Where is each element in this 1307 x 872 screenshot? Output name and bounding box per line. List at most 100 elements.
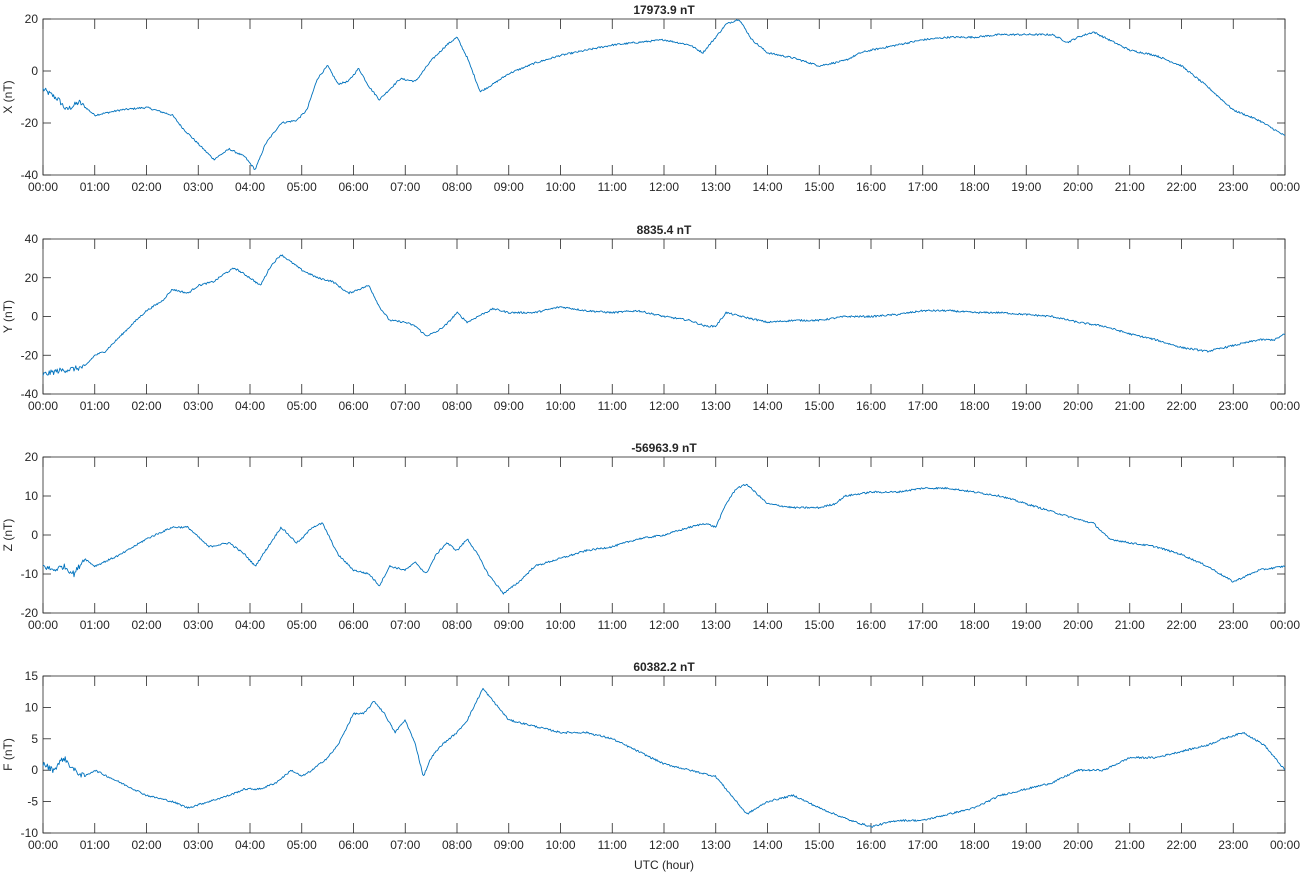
x-tick-label: 08:00	[442, 838, 472, 852]
series-line	[43, 483, 1286, 595]
x-tick-label: 15:00	[804, 180, 834, 194]
x-tick-label: 11:00	[598, 180, 627, 194]
series-line	[42, 19, 1286, 170]
x-tick-label: 19:00	[1011, 838, 1041, 852]
x-tick-label: 16:00	[856, 399, 886, 413]
x-tick-label: 13:00	[701, 180, 731, 194]
x-tick-label: 07:00	[390, 399, 420, 413]
x-tick-label: 18:00	[959, 838, 989, 852]
x-tick-label: 23:00	[1218, 838, 1248, 852]
x-tick-label: 15:00	[804, 838, 834, 852]
y-tick-label: 10	[25, 489, 39, 503]
series-line	[42, 254, 1286, 376]
x-tick-label: 10:00	[545, 838, 575, 852]
panel-title: 60382.2 nT	[633, 660, 695, 674]
panel-1: 17973.9 nT X (nT) 00:00 01:00 02:00 03:00 04:0…	[1, 3, 1300, 194]
x-tick-label: 05:00	[287, 838, 317, 852]
x-tick-label: 07:00	[390, 180, 420, 194]
x-tick-label: 03:00	[183, 180, 213, 194]
x-tick-label: 10:00	[545, 180, 575, 194]
x-tick-label: 20:00	[1063, 618, 1093, 632]
x-tick-label: 17:00	[908, 180, 938, 194]
x-tick-label: 14:00	[752, 618, 782, 632]
x-tick-label: 16:00	[856, 838, 886, 852]
x-tick-label: 08:00	[442, 180, 472, 194]
axes-box	[42, 18, 1286, 176]
x-tick-label: 00:00	[28, 838, 58, 852]
x-tick-label: 09:00	[494, 838, 524, 852]
x-tick-label: 23:00	[1218, 180, 1248, 194]
x-tick-label: 14:00	[752, 838, 782, 852]
y-tick-label: 20	[25, 450, 39, 464]
x-tick-label: 07:00	[390, 618, 420, 632]
x-tick-label: 09:00	[494, 399, 524, 413]
y-tick-label: 20	[25, 271, 39, 285]
x-tick-label: 15:00	[804, 618, 834, 632]
x-tick-label: 06:00	[338, 838, 368, 852]
x-tick-label: 11:00	[598, 399, 627, 413]
x-tick-label: 13:00	[701, 618, 731, 632]
x-tick-label: 16:00	[856, 180, 886, 194]
x-tick-label: 03:00	[183, 618, 213, 632]
x-tick-label: 12:00	[649, 618, 679, 632]
x-tick-label: 01:00	[80, 399, 110, 413]
x-tick-label: 18:00	[959, 399, 989, 413]
x-tick-label: 09:00	[494, 618, 524, 632]
x-tick-label: 02:00	[131, 180, 161, 194]
x-tick-label: 23:00	[1218, 618, 1248, 632]
x-tick-label: 10:00	[545, 618, 575, 632]
x-tick-label: 00:00	[28, 399, 58, 413]
x-tick-label: 21:00	[1115, 618, 1145, 632]
x-tick-label: 13:00	[701, 838, 731, 852]
x-tick-label: 10:00	[545, 399, 575, 413]
y-tick-label: 0	[31, 64, 38, 78]
x-tick-label: 08:00	[442, 618, 472, 632]
x-tick-label: 11:00	[598, 618, 627, 632]
x-tick-label: 22:00	[1166, 180, 1196, 194]
x-tick-label: 22:00	[1166, 838, 1196, 852]
x-tick-label: 13:00	[701, 399, 731, 413]
x-tick-label: 00:00	[28, 618, 58, 632]
x-axis-label: UTC (hour)	[634, 858, 694, 872]
x-tick-label: 02:00	[131, 618, 161, 632]
x-tick-label: 12:00	[649, 180, 679, 194]
x-tick-label: 02:00	[131, 838, 161, 852]
x-tick-label: 00:00	[1270, 180, 1300, 194]
x-tick-label: 05:00	[287, 180, 317, 194]
x-tick-label: 06:00	[338, 399, 368, 413]
x-tick-label: 03:00	[183, 838, 213, 852]
x-tick-label: 00:00	[1270, 838, 1300, 852]
x-tick-label: 14:00	[752, 399, 782, 413]
y-tick-label: -20	[21, 116, 39, 130]
x-tick-label: 23:00	[1218, 399, 1248, 413]
x-tick-label: 21:00	[1115, 838, 1145, 852]
x-tick-label: 12:00	[649, 399, 679, 413]
y-tick-label: 10	[25, 700, 39, 714]
x-tick-label: 19:00	[1011, 180, 1041, 194]
y-tick-label: -40	[21, 168, 39, 182]
y-tick-label: 5	[31, 732, 38, 746]
y-axis-label: Z (nT)	[1, 519, 15, 552]
x-tick-label: 03:00	[183, 399, 213, 413]
y-tick-label: -10	[21, 567, 39, 581]
y-tick-label: 40	[25, 232, 39, 246]
panel-3: -56963.9 nT Z (nT) 00:00 01:00 02:00 03:00 04:…	[1, 441, 1300, 632]
x-tick-label: 01:00	[80, 618, 110, 632]
x-tick-label: 05:00	[287, 399, 317, 413]
x-tick-label: 02:00	[131, 399, 161, 413]
x-tick-label: 04:00	[235, 399, 265, 413]
x-tick-label: 06:00	[338, 180, 368, 194]
x-tick-label: 00:00	[1270, 618, 1300, 632]
x-tick-label: 20:00	[1063, 399, 1093, 413]
x-tick-label: 01:00	[80, 180, 110, 194]
panel-2: 8835.4 nT Y (nT) 00:00 01:00 02:00 03:00 04:00…	[1, 223, 1300, 413]
x-tick-label: 00:00	[28, 180, 58, 194]
x-tick-label: 05:00	[287, 618, 317, 632]
y-axis-label: F (nT)	[1, 738, 15, 771]
x-tick-label: 01:00	[80, 838, 110, 852]
x-tick-label: 22:00	[1166, 399, 1196, 413]
x-tick-label: 18:00	[959, 180, 989, 194]
x-tick-label: 07:00	[390, 838, 420, 852]
x-tick-label: 18:00	[959, 618, 989, 632]
x-tick-label: 04:00	[235, 180, 265, 194]
